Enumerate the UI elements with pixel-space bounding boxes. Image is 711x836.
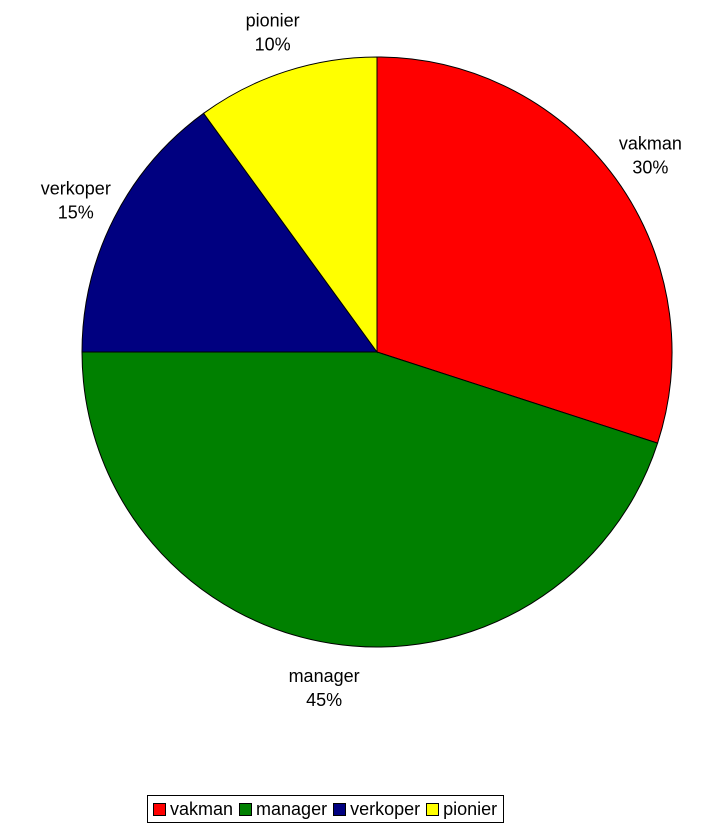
legend-label-pionier: pionier — [443, 798, 498, 819]
legend-label-manager: manager — [256, 798, 328, 819]
slice-category-vakman: vakman — [619, 133, 682, 153]
slice-category-pionier: pionier — [246, 11, 300, 31]
pie-slice-verkoper — [81, 112, 378, 353]
legend-swatch-manager — [239, 802, 253, 816]
legend-label-verkoper: verkoper — [350, 798, 421, 819]
slice-label-vakman: vakman 30% — [619, 133, 682, 177]
slice-category-manager: manager — [289, 666, 360, 686]
legend-swatch-pionier — [426, 802, 440, 816]
slice-percent-vakman: 30% — [632, 157, 668, 177]
legend-label-vakman: vakman — [170, 798, 234, 819]
legend-item-verkoper: verkoper — [333, 799, 420, 820]
legend-swatch-vakman — [153, 802, 166, 816]
pie-slices — [81, 56, 673, 648]
legend-item-vakman: vakman — [153, 799, 233, 820]
pie-slice-manager — [81, 351, 659, 648]
pie-slice-vakman — [376, 56, 673, 444]
slice-label-manager: manager 45% — [289, 666, 360, 710]
slice-category-verkoper: verkoper — [41, 179, 111, 199]
pie-slice-pionier — [202, 56, 378, 354]
slice-percent-pionier: 10% — [255, 35, 291, 55]
slice-percent-verkoper: 15% — [58, 203, 94, 223]
slice-label-pionier: pionier 10% — [246, 11, 300, 55]
slice-labels: vakman 30% manager 45% verkoper 15% pionier 10% — [41, 11, 682, 710]
slice-label-verkoper: verkoper 15% — [41, 179, 111, 223]
legend-swatch-verkoper — [333, 802, 347, 816]
legend-item-pionier: pionier — [426, 799, 497, 820]
slice-percent-manager: 45% — [306, 690, 342, 710]
legend: vakman manager verkoper pionier — [147, 795, 505, 823]
legend-item-manager: manager — [239, 799, 327, 820]
